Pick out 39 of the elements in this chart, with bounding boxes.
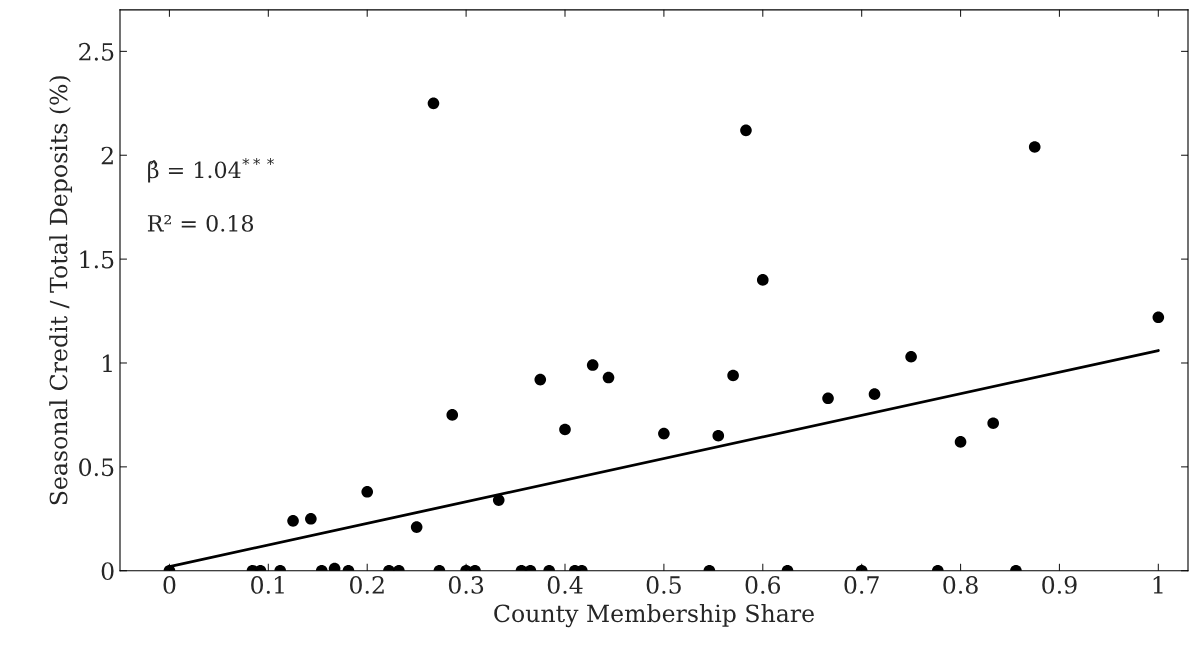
point <box>361 485 374 498</box>
y-tick-label: 0 <box>101 562 114 581</box>
x-tick-label: 0.3 <box>448 576 484 594</box>
annotation: R² = 0.18 <box>147 214 254 232</box>
x-tick-label: 1 <box>1153 576 1163 594</box>
y-tick-label: 0.5 <box>79 458 114 477</box>
x-tick-label: 0.1 <box>251 576 284 594</box>
x-axis-title: County Membership Share <box>494 603 814 628</box>
x-tick-label: 0.2 <box>350 576 384 594</box>
point <box>822 392 834 405</box>
point <box>602 371 615 384</box>
x-tick-label: 0.5 <box>646 576 681 594</box>
y-tick-label: 1.5 <box>80 250 114 269</box>
y-tick-label: 2.5 <box>79 42 114 61</box>
point <box>712 429 725 442</box>
point <box>446 409 459 421</box>
point <box>305 512 317 525</box>
point <box>727 369 739 382</box>
point <box>658 427 670 440</box>
point <box>534 373 547 386</box>
point <box>1152 311 1165 324</box>
x-tick-label: 0.4 <box>547 576 583 594</box>
x-tick-label: 0.8 <box>943 576 978 594</box>
point <box>756 274 769 286</box>
annotation: β̂ = 1.04$^{***}$ <box>148 157 274 183</box>
point <box>987 417 999 430</box>
x-tick-label: 0.9 <box>1042 576 1077 594</box>
y-tick-label: 2 <box>101 146 113 165</box>
point <box>559 423 571 436</box>
x-tick-label: 0.6 <box>745 576 781 594</box>
point <box>868 388 881 400</box>
y-axis-title: Seasonal Credit / Total Deposits (%) <box>49 76 73 505</box>
point <box>954 436 967 448</box>
point <box>586 359 599 371</box>
point <box>905 350 917 363</box>
x-tick-label: 0 <box>163 576 176 594</box>
y-tick-label: 1 <box>103 354 112 372</box>
point <box>492 494 505 506</box>
x-tick-label: 0.7 <box>844 576 879 594</box>
